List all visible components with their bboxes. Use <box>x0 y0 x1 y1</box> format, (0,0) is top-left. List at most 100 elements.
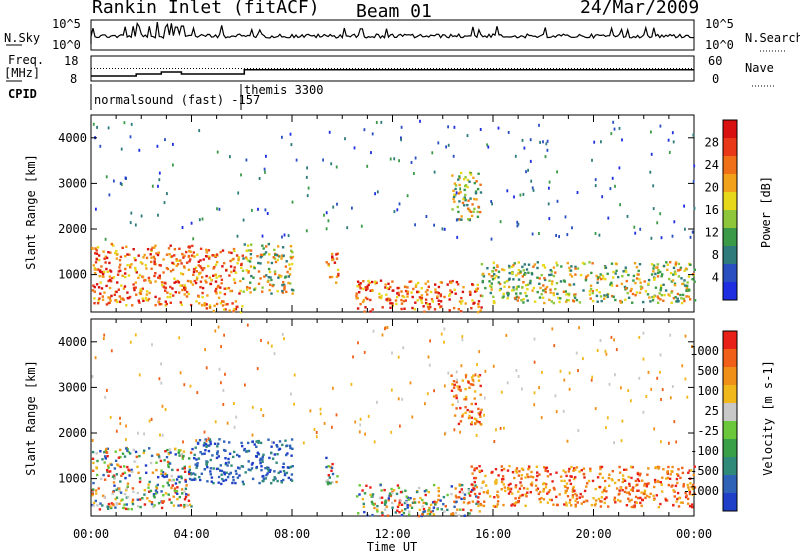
echo-cell <box>179 259 182 262</box>
echo-cell <box>227 461 230 464</box>
echo-cell <box>106 270 109 273</box>
echo-cell <box>109 251 112 254</box>
echo-cell <box>490 288 493 291</box>
echo-cell <box>215 292 218 295</box>
echo-cell <box>453 200 456 203</box>
echo-cell <box>123 503 126 506</box>
echo-cell <box>115 496 119 499</box>
echo-cell <box>139 479 142 482</box>
echo-cell <box>509 490 512 493</box>
echo-cell <box>463 496 466 500</box>
echo-cell <box>222 403 225 406</box>
echo-cell <box>490 237 493 241</box>
echo-cell <box>513 195 515 199</box>
echo-cell <box>162 271 165 274</box>
echo-cell <box>110 463 113 466</box>
echo-cell <box>400 290 403 293</box>
echo-cell <box>657 506 660 509</box>
echo-cell <box>184 487 188 490</box>
echo-cell <box>281 332 284 336</box>
echo-cell <box>183 284 186 287</box>
echo-cell <box>478 492 481 495</box>
echo-cell <box>590 271 593 275</box>
echo-cell <box>474 373 477 377</box>
echo-cell <box>631 489 635 492</box>
echo-cell <box>327 474 330 477</box>
echo-cell <box>680 301 684 305</box>
echo-cell <box>399 500 402 503</box>
echo-cell <box>289 465 292 469</box>
echo-cell <box>267 276 270 279</box>
echo-cell <box>689 298 692 301</box>
echo-cell <box>519 494 522 498</box>
echo-cell <box>596 349 599 352</box>
echo-cell <box>556 199 559 203</box>
echo-cell <box>129 221 132 225</box>
echo-cell <box>242 483 245 486</box>
echo-cell <box>242 277 245 280</box>
echo-cell <box>662 299 665 302</box>
echo-cell <box>592 497 595 500</box>
echo-cell <box>596 300 599 303</box>
echo-cell <box>198 475 201 479</box>
colorbar-swatch <box>723 367 737 385</box>
echo-cell <box>674 296 677 299</box>
echo-cell <box>281 443 284 447</box>
echo-cell <box>136 505 140 508</box>
echo-cell <box>335 257 339 260</box>
echo-cell <box>250 467 254 470</box>
echo-cell <box>176 468 179 472</box>
echo-cell <box>670 301 673 304</box>
echo-cell <box>263 275 266 278</box>
echo-cell <box>174 482 178 485</box>
echo-cell <box>486 267 489 270</box>
echo-cell <box>125 487 128 490</box>
echo-cell <box>625 279 628 283</box>
echo-cell <box>589 467 592 470</box>
echo-cell <box>656 376 659 380</box>
echo-cell <box>249 291 252 294</box>
echo-cell <box>495 505 498 508</box>
echo-cell <box>455 407 458 410</box>
echo-cell <box>212 481 215 485</box>
echo-cell <box>180 475 183 478</box>
echo-cell <box>563 378 566 382</box>
echo-cell <box>176 259 179 262</box>
echo-cell <box>155 252 158 255</box>
echo-cell <box>217 284 220 288</box>
echo-cell <box>466 408 469 412</box>
echo-cell <box>105 447 108 451</box>
echo-cell <box>570 504 573 507</box>
echo-cell <box>572 283 576 286</box>
echo-cell <box>195 278 199 281</box>
echo-cell <box>606 272 609 275</box>
echo-cell <box>517 278 521 281</box>
echo-cell <box>613 338 615 342</box>
echo-cell <box>237 256 241 259</box>
echo-cell <box>426 288 429 292</box>
echo-cell <box>331 481 334 484</box>
echo-cell <box>574 267 577 270</box>
echo-cell <box>683 269 686 272</box>
echo-cell <box>517 261 520 264</box>
echo-cell <box>481 294 484 298</box>
echo-cell <box>219 286 222 289</box>
echo-cell <box>265 245 268 248</box>
echo-cell <box>467 381 470 384</box>
echo-cell <box>128 474 131 477</box>
colorbar-tick-label: 28 <box>705 136 719 150</box>
echo-cell <box>429 305 432 309</box>
echo-cell <box>168 253 171 256</box>
echo-cell <box>674 272 677 276</box>
echo-cell <box>272 256 275 259</box>
echo-cell <box>574 499 577 503</box>
echo-cell <box>203 430 206 434</box>
echo-cell <box>105 303 109 306</box>
echo-cell <box>93 297 96 300</box>
echo-cell <box>145 293 149 296</box>
echo-cell <box>506 297 509 300</box>
echo-cell <box>666 268 669 272</box>
echo-cell <box>442 502 445 506</box>
echo-cell <box>522 487 526 490</box>
echo-cell <box>214 263 218 266</box>
